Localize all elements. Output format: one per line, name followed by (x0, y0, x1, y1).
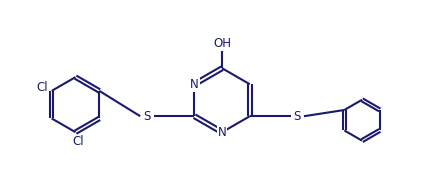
Text: OH: OH (213, 37, 231, 50)
Text: N: N (190, 78, 199, 91)
Text: Cl: Cl (36, 81, 48, 94)
Text: Cl: Cl (72, 135, 84, 149)
Text: S: S (143, 110, 151, 123)
Text: S: S (294, 110, 301, 123)
Text: N: N (218, 126, 227, 139)
